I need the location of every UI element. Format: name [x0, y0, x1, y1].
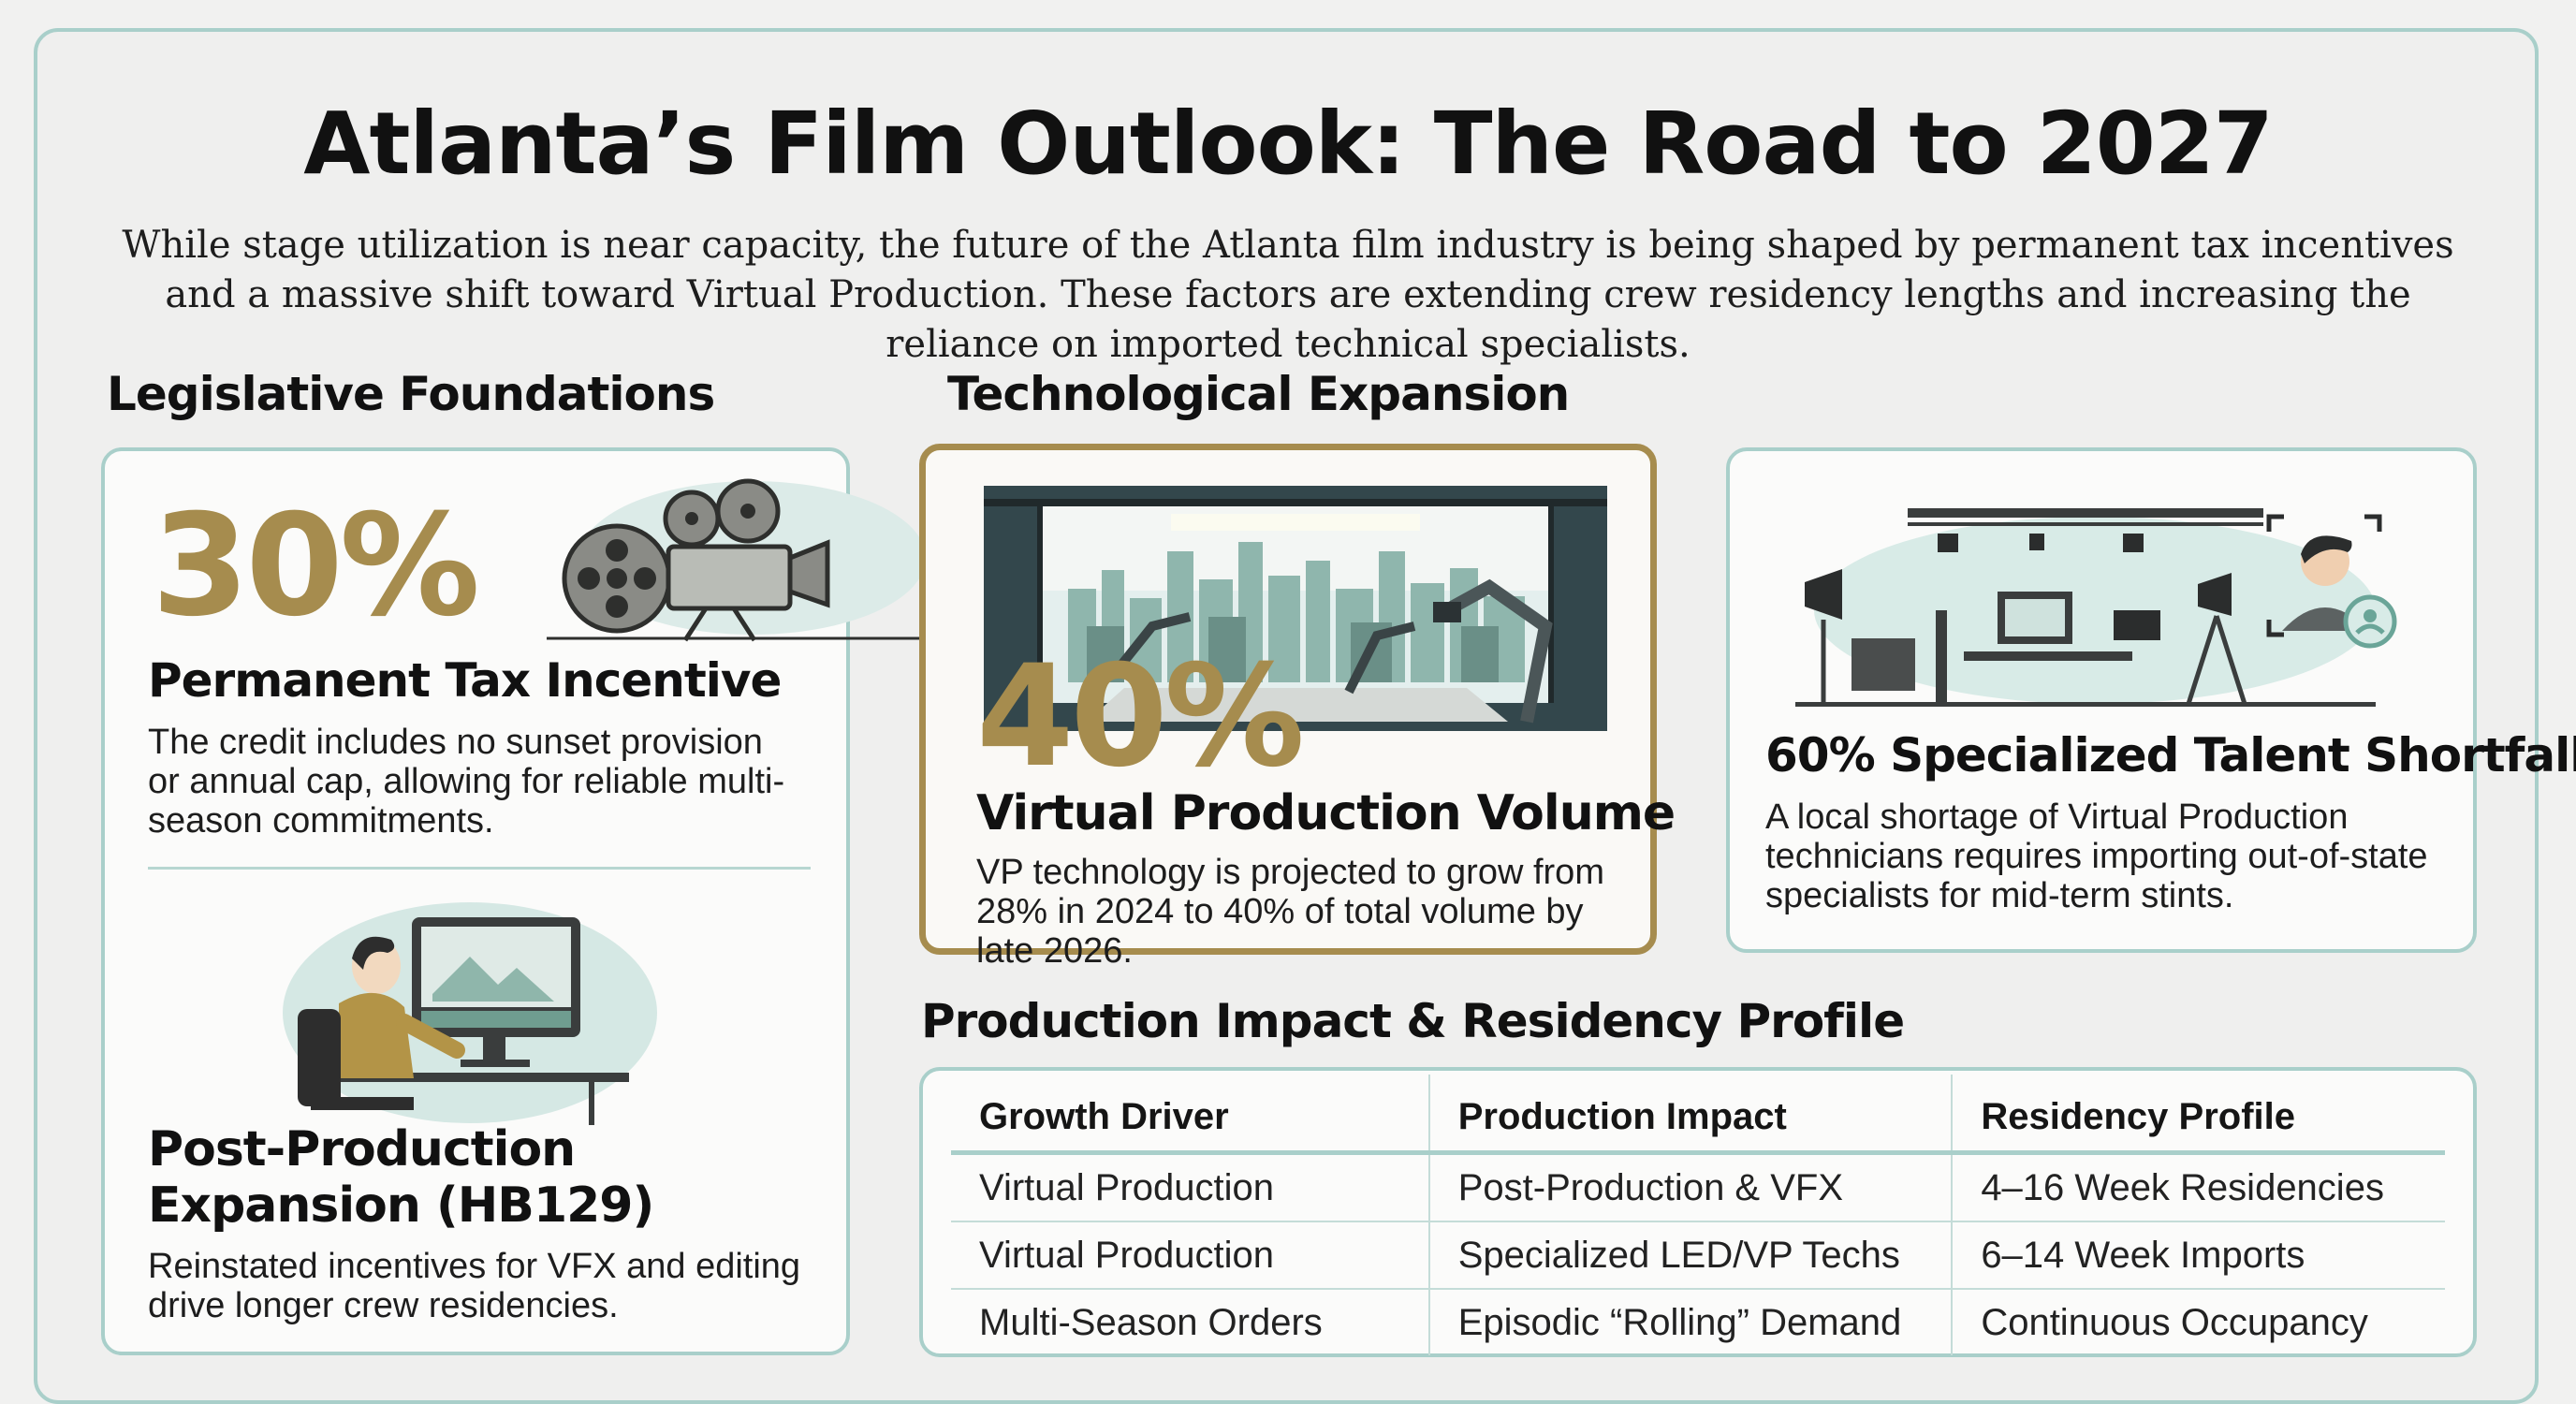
table-cell: 4–16 Week Residencies [1951, 1152, 2445, 1222]
virtual-production-card: 40% Virtual Production Volume VP technol… [919, 444, 1676, 971]
page-title: Atlanta’s Film Outlook: The Road to 2027 [303, 94, 2274, 194]
column-header: Residency Profile [1951, 1075, 2445, 1155]
residency-table: Growth Driver Production Impact Residenc… [951, 1075, 2445, 1355]
residency-table-card: Growth Driver Production Impact Residenc… [919, 1067, 2477, 1357]
table-cell: Virtual Production [951, 1152, 1429, 1222]
table-row: Multi-Season Orders Episodic “Rolling” D… [951, 1289, 2445, 1355]
led-volume-stage-icon [984, 486, 1607, 731]
post-card-text: Reinstated incentives for VFX and editin… [148, 1247, 801, 1325]
table-cell: Virtual Production [951, 1221, 1429, 1290]
film-camera-icon [547, 478, 926, 642]
vp-percent: 40% [976, 636, 1305, 798]
table-row: Virtual Production Post-Production & VFX… [951, 1152, 2445, 1222]
table-cell: 6–14 Week Imports [1951, 1221, 2445, 1290]
table-cell: Episodic “Rolling” Demand [1427, 1289, 1953, 1355]
table-row: Virtual Production Specialized LED/VP Te… [951, 1221, 2445, 1290]
card-divider [148, 867, 811, 870]
table-cell: Continuous Occupancy [1951, 1289, 2445, 1355]
column-header: Growth Driver [951, 1075, 1429, 1155]
editor-at-computer-icon [283, 902, 657, 1125]
section-heading-technological: Technological Expansion [947, 367, 1570, 421]
table-cell: Post-Production & VFX [1427, 1152, 1953, 1222]
studio-equipment-icon [1795, 508, 2397, 707]
table-cell: Specialized LED/VP Techs [1427, 1221, 1953, 1290]
table-header-row: Growth Driver Production Impact Residenc… [951, 1075, 2445, 1155]
section-heading-legislative: Legislative Foundations [107, 367, 715, 421]
talent-card-text: A local shortage of Virtual Production t… [1765, 797, 2428, 915]
vp-card-text: VP technology is projected to grow from … [976, 853, 1604, 971]
talent-card-title: 60% Specialized Talent Shortfall [1765, 728, 2576, 782]
post-card-title: Post-Production Expansion (HB129) [148, 1121, 654, 1234]
section-heading-impact: Production Impact & Residency Profile [921, 994, 1905, 1048]
tax-card-title: Permanent Tax Incentive [148, 653, 782, 708]
vp-card-title: Virtual Production Volume [976, 785, 1676, 841]
tax-card-text: The credit includes no sunset provision … [148, 723, 785, 841]
table-cell: Multi-Season Orders [979, 1301, 1323, 1343]
intro-paragraph: While stage utilization is near capacity… [122, 224, 2454, 366]
tax-percent: 30% [152, 485, 480, 648]
column-header: Production Impact [1427, 1075, 1953, 1155]
talent-card: 60% Specialized Talent Shortfall A local… [1726, 447, 2576, 953]
legislative-card: 30% Permanent Tax Incentive The credit i… [101, 447, 926, 1355]
